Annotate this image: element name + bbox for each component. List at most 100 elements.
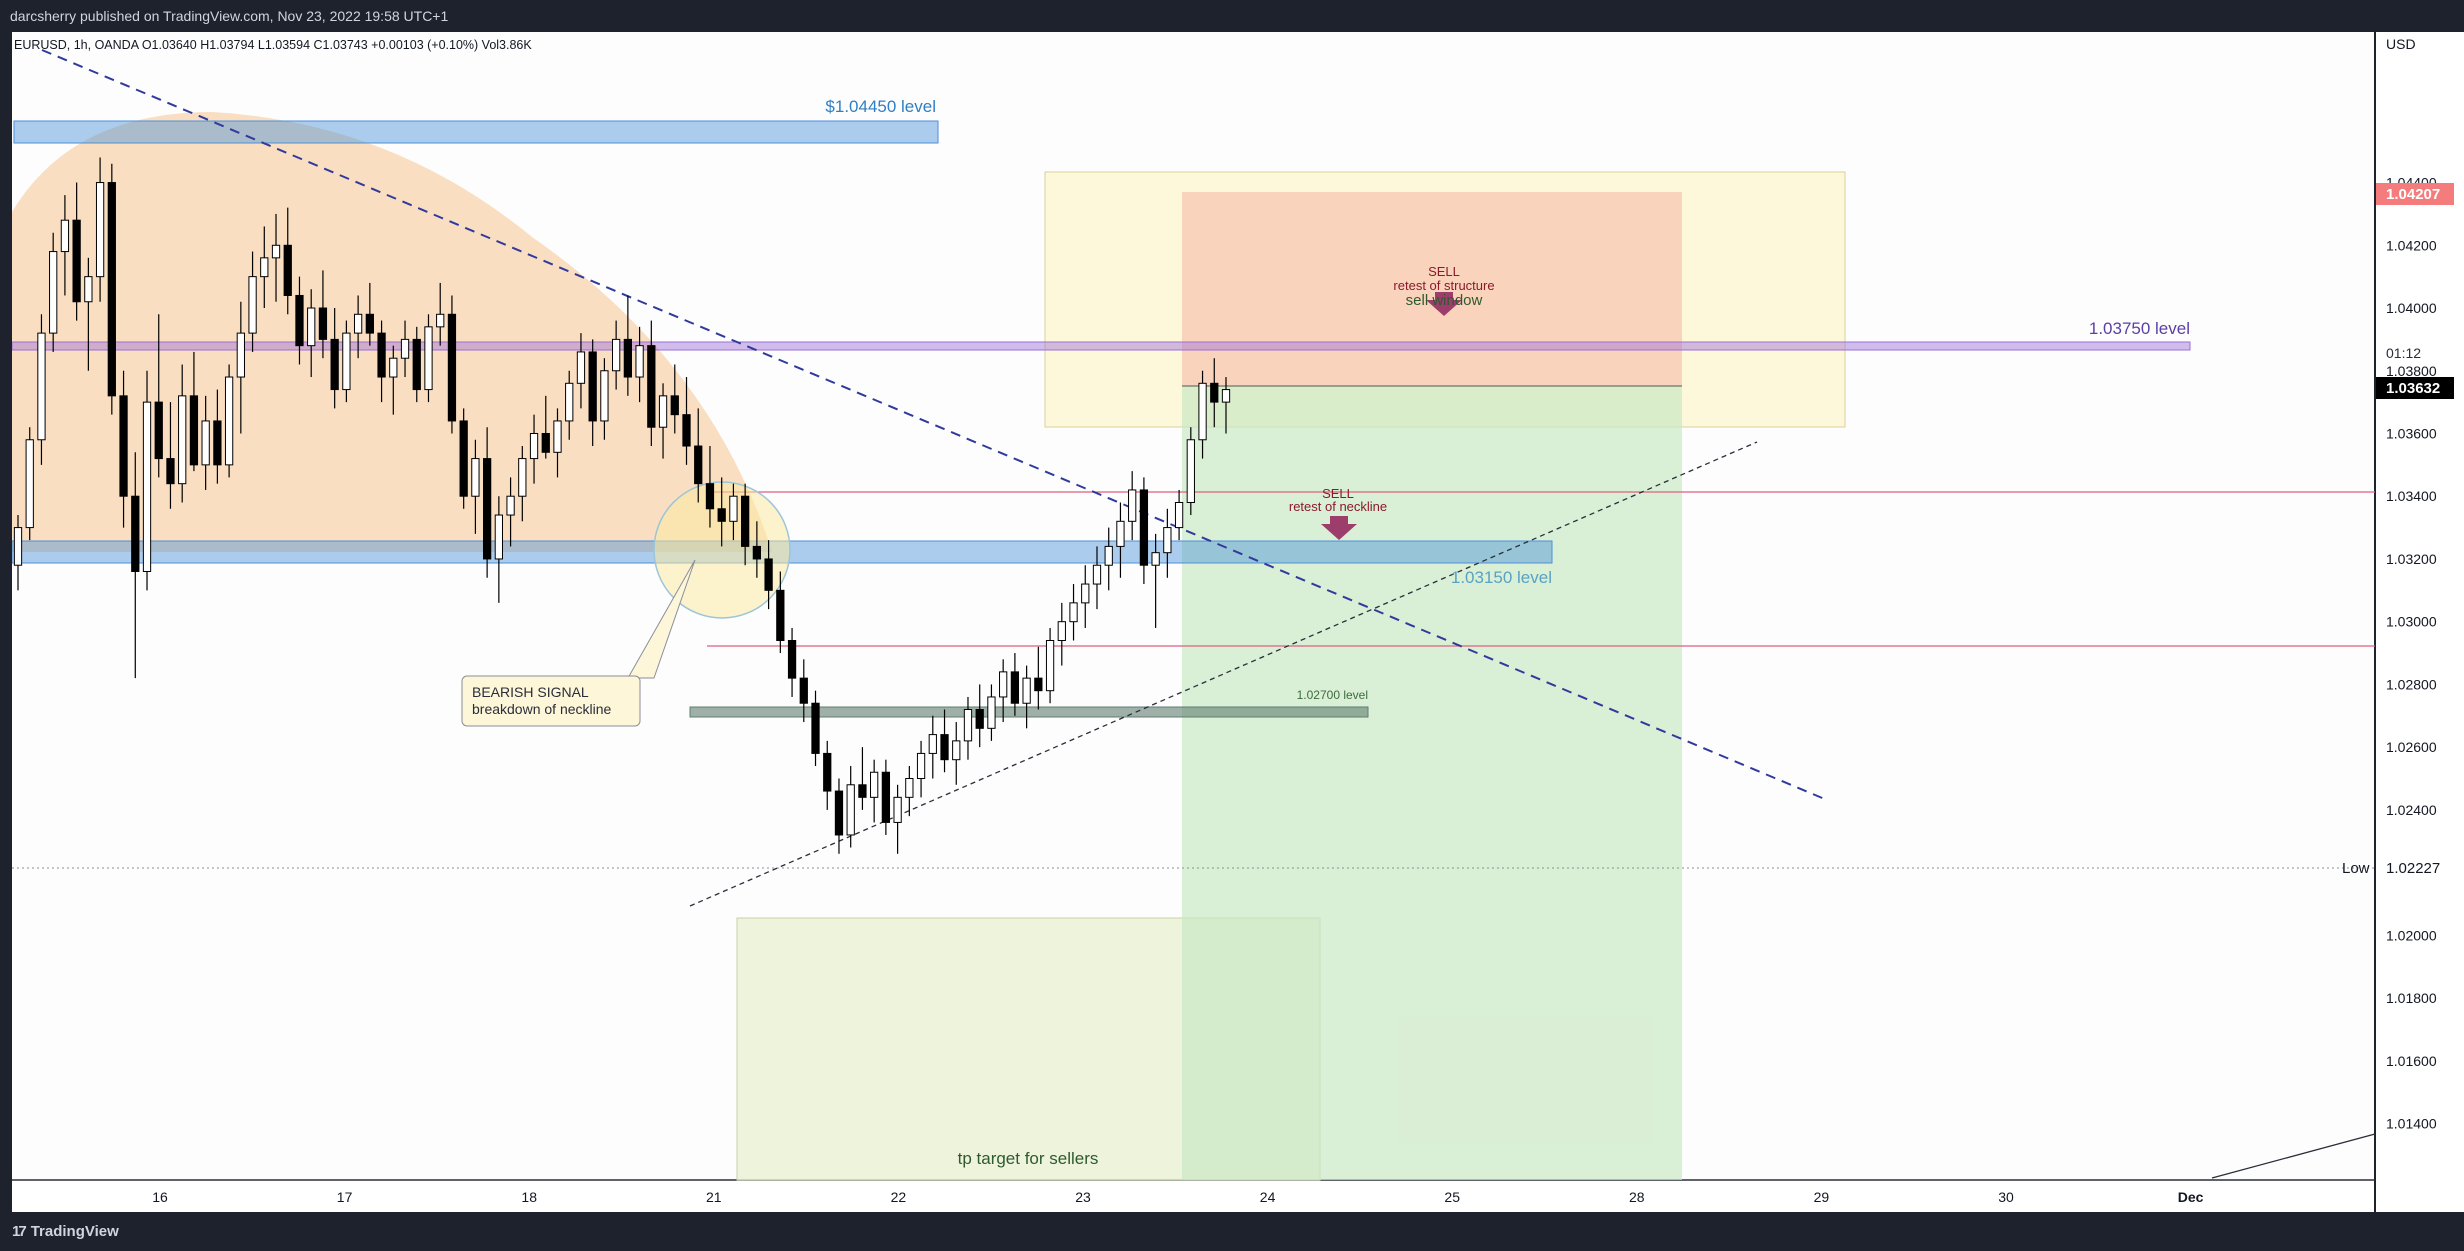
candle-body bbox=[166, 458, 175, 485]
candle-body bbox=[295, 294, 304, 347]
tradingview-logo[interactable]: 17 TradingView bbox=[12, 1223, 119, 1240]
sell-structure-sublabel: retest of structure bbox=[1393, 278, 1494, 293]
candle-body bbox=[1034, 677, 1043, 692]
candle-body bbox=[236, 332, 245, 378]
candle-body bbox=[1045, 640, 1055, 692]
candle-body bbox=[271, 244, 281, 259]
tradingview-brand: TradingView bbox=[30, 1223, 119, 1240]
candle-body bbox=[213, 420, 222, 466]
candle-body bbox=[1116, 520, 1125, 547]
candle-body bbox=[811, 702, 820, 754]
candle-body bbox=[447, 313, 457, 422]
price-tick-label: 1.03400 bbox=[2386, 488, 2437, 504]
time-tick-label: 17 bbox=[337, 1189, 353, 1205]
candle-body bbox=[178, 395, 187, 485]
time-tick-label: 28 bbox=[1629, 1189, 1645, 1205]
candlestick-series bbox=[13, 157, 1231, 854]
countdown-timer: 01:12 bbox=[2386, 345, 2421, 361]
candle-body bbox=[49, 251, 58, 334]
time-tick-label: 16 bbox=[152, 1189, 168, 1205]
price-tick-label: 1.03800 bbox=[2386, 363, 2437, 379]
candle-body bbox=[1104, 545, 1113, 566]
publisher-bar: darcsherry published on TradingView.com,… bbox=[0, 0, 2464, 32]
candle-body bbox=[400, 338, 410, 359]
candle-body bbox=[307, 307, 316, 347]
time-tick-label: 25 bbox=[1444, 1189, 1460, 1205]
candle-body bbox=[1198, 382, 1207, 441]
price-tick-label: 1.01800 bbox=[2386, 990, 2437, 1006]
alert-price-badge bbox=[2376, 183, 2454, 205]
short-position-target bbox=[1182, 386, 1682, 1180]
candle-body bbox=[154, 401, 163, 460]
candle-body bbox=[870, 771, 879, 798]
level-label-102700: 1.02700 level bbox=[1297, 688, 1368, 702]
candle-body bbox=[412, 338, 421, 391]
candle-body bbox=[764, 558, 773, 591]
candle-body bbox=[142, 401, 152, 572]
candle-body bbox=[25, 439, 34, 529]
candle-body bbox=[905, 778, 914, 798]
candle-body bbox=[1010, 671, 1020, 704]
candle-body bbox=[1186, 439, 1195, 503]
candle-body bbox=[987, 696, 996, 729]
candle-body bbox=[518, 458, 527, 497]
candle-body bbox=[1057, 621, 1066, 642]
candle-body bbox=[248, 276, 257, 334]
time-tick-label: 29 bbox=[1814, 1189, 1830, 1205]
candle-body bbox=[1151, 552, 1160, 566]
candle-body bbox=[741, 495, 750, 547]
candle-body bbox=[365, 313, 374, 334]
candle-body bbox=[682, 414, 691, 447]
candle-body bbox=[1022, 677, 1031, 704]
time-axis[interactable]: 16 17 18 21 22 23 24 25 28 29 30 Dec bbox=[152, 1189, 2203, 1205]
time-axis-background bbox=[12, 1180, 2464, 1212]
candle-body bbox=[776, 589, 785, 642]
symbol-info[interactable]: EURUSD, 1h, OANDA O1.03640 H1.03794 L1.0… bbox=[14, 38, 532, 52]
candle-body bbox=[999, 671, 1008, 698]
candle-body bbox=[119, 395, 128, 497]
price-tick-label: 1.03200 bbox=[2386, 551, 2437, 567]
tradingview-logo-icon: 17 bbox=[12, 1223, 27, 1240]
price-tick-label: 1.03000 bbox=[2386, 614, 2437, 630]
candle-body bbox=[131, 495, 140, 572]
breakdown-label: breakdown of neckline bbox=[472, 701, 612, 717]
candle-body bbox=[1069, 602, 1078, 623]
chart-area[interactable]: BEARISH SIGNAL breakdown of neckline SEL… bbox=[11, 32, 2464, 1212]
bottom-right-line bbox=[2211, 1133, 2376, 1179]
candle-body bbox=[482, 458, 492, 560]
sell-window-label: sell window bbox=[1406, 292, 1483, 309]
candle-body bbox=[1210, 382, 1219, 403]
candle-body bbox=[588, 351, 597, 422]
time-tick-label: 22 bbox=[891, 1189, 907, 1205]
low-price-value: 1.02227 bbox=[2386, 860, 2440, 877]
price-axis-background bbox=[2375, 32, 2464, 1180]
level-label-104450: $1.04450 level bbox=[825, 97, 936, 116]
candle-body bbox=[658, 395, 668, 428]
bearish-signal-label: BEARISH SIGNAL bbox=[472, 684, 589, 700]
current-price-value: 1.03632 bbox=[2386, 380, 2440, 397]
candle-body bbox=[1092, 564, 1102, 585]
time-tick-label: 30 bbox=[1998, 1189, 2014, 1205]
candle-body bbox=[1221, 389, 1231, 403]
level-band-102700 bbox=[689, 706, 1369, 718]
candle-body bbox=[529, 432, 539, 460]
candle-body bbox=[553, 420, 562, 453]
price-axis[interactable]: 1.044001.042001.040001.038001.036001.034… bbox=[2386, 175, 2437, 1132]
candle-body bbox=[600, 370, 609, 422]
price-tick-label: 1.04200 bbox=[2386, 237, 2437, 253]
candle-body bbox=[881, 771, 891, 823]
candle-body bbox=[201, 420, 210, 466]
bearish-callout-box bbox=[461, 675, 641, 727]
price-chart[interactable]: BEARISH SIGNAL breakdown of neckline SEL… bbox=[11, 32, 2464, 1212]
candle-body bbox=[541, 432, 550, 453]
candle-body bbox=[260, 257, 269, 278]
price-tick-label: 1.02800 bbox=[2386, 676, 2437, 692]
candle-body bbox=[647, 345, 656, 428]
publisher-text: darcsherry published on TradingView.com,… bbox=[10, 8, 449, 24]
candle-body bbox=[494, 514, 503, 560]
candle-body bbox=[705, 483, 715, 510]
candle-body bbox=[1081, 583, 1090, 604]
candle-body bbox=[330, 338, 339, 391]
candle-body bbox=[952, 740, 961, 761]
candle-body bbox=[787, 640, 797, 679]
